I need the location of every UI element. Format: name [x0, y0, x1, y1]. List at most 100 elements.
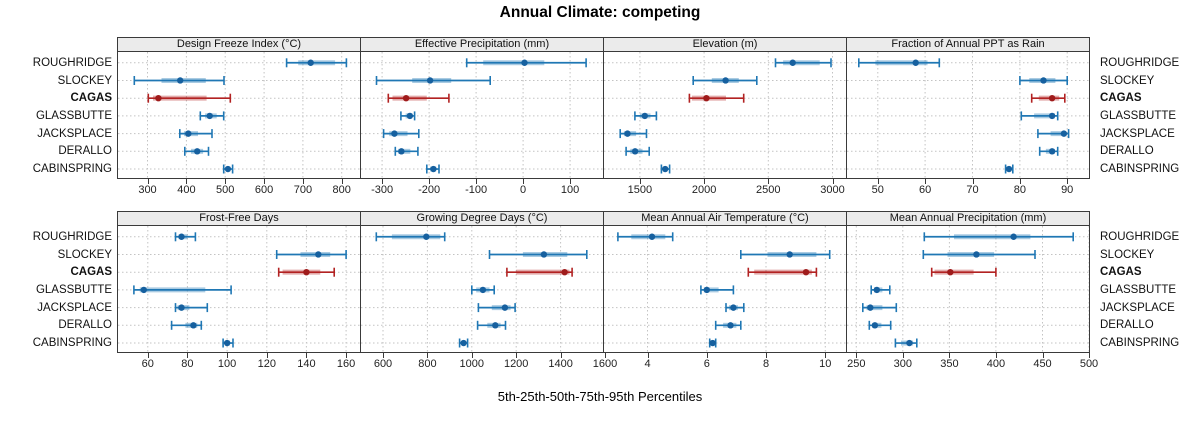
- median-dot: [730, 304, 737, 311]
- median-dot: [178, 304, 185, 311]
- chart-title: Annual Climate: competing: [499, 4, 701, 21]
- tick-label: 8: [762, 358, 770, 370]
- percentile-series: [708, 338, 717, 348]
- panel-title: Mean Annual Precipitation (mm): [889, 212, 1047, 224]
- percentile-series: [133, 76, 225, 85]
- percentile-series: [133, 285, 232, 295]
- site-label: JACKSPLACE: [1100, 127, 1175, 140]
- site-label: SLOCKEY: [57, 74, 112, 87]
- percentile-series: [740, 250, 831, 259]
- percentile-series: [458, 338, 469, 348]
- axis-tick: [516, 353, 518, 358]
- median-dot: [802, 268, 810, 276]
- tick-label: 80: [181, 358, 194, 370]
- percentile-series: [174, 303, 209, 313]
- panel-title: Effective Precipitation (mm): [414, 38, 550, 50]
- axis-tick: [147, 353, 149, 358]
- percentile-series: [774, 58, 832, 68]
- median-dot: [727, 322, 734, 329]
- percentile-series: [692, 76, 758, 85]
- percentile-series: [170, 320, 203, 330]
- percentile-series: [477, 303, 516, 313]
- site-label: CABINSPRING: [1100, 163, 1180, 175]
- tick-label: -300: [371, 184, 394, 196]
- median-dot: [540, 251, 548, 258]
- median-dot: [521, 59, 528, 66]
- axis-tick: [427, 353, 429, 358]
- panel-plot-area: [117, 51, 361, 179]
- median-dot: [177, 77, 184, 84]
- percentile-series: [923, 232, 1074, 242]
- axis-tick: [186, 179, 188, 184]
- x-axis-caption: 5th-25th-50th-75th-95th Percentiles: [497, 389, 703, 404]
- panel-title: Growing Degree Days (°C): [416, 212, 548, 224]
- tick-label: 70: [966, 184, 979, 196]
- tick-label: 600: [254, 184, 274, 196]
- panel-data: [361, 52, 603, 178]
- axis-tick: [523, 179, 525, 184]
- percentile-series: [1030, 93, 1066, 103]
- median-dot: [460, 339, 467, 347]
- percentile-series: [222, 164, 234, 174]
- site-label: CAGAS: [1100, 266, 1142, 279]
- axis-tick: [302, 179, 304, 184]
- tick-label: 250: [847, 358, 866, 370]
- axis-tick: [429, 179, 431, 184]
- tick-label: 600: [373, 358, 393, 370]
- axis-tick: [471, 353, 473, 358]
- tick-label: 500: [216, 184, 235, 196]
- axis-tick: [766, 353, 767, 358]
- tick-label: 6: [703, 358, 710, 370]
- tick-label: 90: [1061, 184, 1074, 196]
- panel-header: Growing Degree Days (°C): [360, 211, 604, 226]
- median-dot: [501, 304, 509, 311]
- panel-data: [118, 52, 360, 178]
- site-label: SLOCKEY: [1100, 248, 1155, 261]
- site-label: GLASSBUTTE: [35, 283, 112, 296]
- panel-header: Mean Annual Precipitation (mm): [846, 211, 1090, 226]
- percentile-series: [870, 285, 891, 295]
- tick-label: 800: [418, 358, 437, 370]
- tick-label: 1500: [627, 184, 653, 196]
- median-dot: [867, 304, 874, 311]
- tick-label: 0: [520, 184, 527, 196]
- panel-data: [847, 226, 1089, 352]
- median-dot: [1048, 94, 1056, 102]
- panel-title: Fraction of Annual PPT as Rain: [891, 38, 1045, 50]
- percentile-series: [634, 111, 658, 121]
- median-dot: [426, 77, 434, 84]
- site-label: JACKSPLACE: [37, 127, 112, 140]
- percentile-series: [660, 164, 671, 174]
- tick-label: 1200: [503, 358, 529, 370]
- median-dot: [423, 233, 430, 240]
- median-dot: [947, 268, 954, 276]
- median-dot: [1040, 77, 1047, 84]
- median-dot: [1010, 233, 1017, 240]
- median-dot: [1060, 130, 1068, 137]
- median-dot: [789, 59, 796, 66]
- tick-label: 3000: [820, 184, 845, 196]
- site-label: GLASSBUTTE: [1100, 109, 1177, 122]
- panel-header: Mean Annual Air Temperature (°C): [603, 211, 847, 226]
- median-dot: [206, 112, 213, 120]
- median-dot: [786, 251, 793, 258]
- percentile-series: [930, 267, 997, 277]
- tick-label: -200: [418, 184, 441, 196]
- site-label: DERALLO: [1100, 319, 1154, 332]
- tick-label: 400: [177, 184, 196, 196]
- tick-label: 100: [217, 358, 237, 370]
- panel-plot-area: [603, 225, 847, 353]
- percentile-series: [868, 320, 892, 330]
- axis-tick: [832, 179, 834, 184]
- tick-label: 160: [336, 358, 356, 370]
- percentile-series: [178, 129, 213, 139]
- axis-tick: [570, 179, 572, 184]
- axis-tick: [856, 353, 858, 358]
- median-dot: [178, 233, 185, 240]
- axis-tick: [341, 179, 343, 184]
- percentile-series: [1004, 164, 1014, 174]
- percentile-series: [700, 285, 735, 295]
- tick-label: 140: [297, 358, 316, 370]
- percentile-series: [619, 129, 648, 139]
- percentile-series: [862, 303, 898, 313]
